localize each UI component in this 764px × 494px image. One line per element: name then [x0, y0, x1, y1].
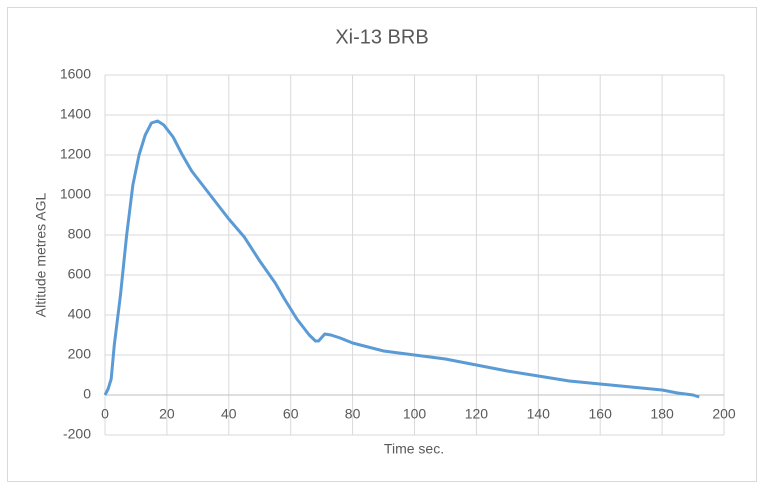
x-tick-label: 0: [101, 406, 109, 422]
y-tick-label: 800: [68, 226, 92, 242]
chart-border: [7, 7, 757, 482]
chart-title: Xi-13 BRB: [335, 26, 428, 48]
x-tick-label: 100: [403, 406, 427, 422]
x-tick-label: 180: [650, 406, 674, 422]
x-tick-label: 120: [465, 406, 489, 422]
y-tick-label: 1600: [60, 66, 91, 82]
y-tick-label: 200: [68, 346, 92, 362]
x-tick-label: 60: [283, 406, 299, 422]
y-tick-label: 1200: [60, 146, 91, 162]
y-tick-label: 600: [68, 266, 92, 282]
x-tick-label: 80: [345, 406, 361, 422]
x-tick-label: 140: [527, 406, 551, 422]
y-tick-label: 0: [83, 386, 91, 402]
y-tick-label: 1000: [60, 186, 91, 202]
x-tick-label: 200: [712, 406, 736, 422]
data-line: [103, 119, 700, 399]
x-tick-label: 160: [589, 406, 613, 422]
x-tick-label: 20: [159, 406, 175, 422]
x-axis-label: Time sec.: [384, 441, 444, 457]
y-axis-label: Altitude metres AGL: [33, 193, 49, 318]
y-tick-label: 1400: [60, 106, 91, 122]
y-tick-label: 400: [68, 306, 92, 322]
x-tick-label: 40: [221, 406, 237, 422]
y-tick-label: -200: [63, 426, 91, 442]
